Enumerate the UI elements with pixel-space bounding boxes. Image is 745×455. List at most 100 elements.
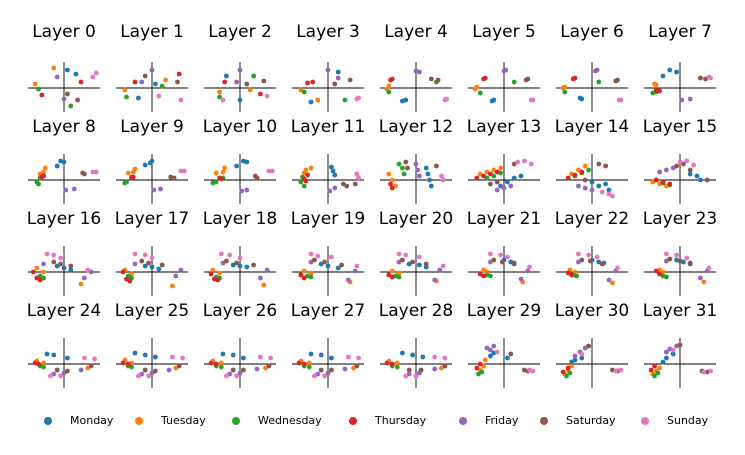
data-point-sunday — [93, 70, 99, 76]
data-point-friday — [679, 97, 685, 103]
panel-title: Layer 14 — [554, 117, 630, 137]
data-point-thursday — [305, 172, 310, 178]
data-point-saturday — [403, 159, 409, 165]
data-point-friday — [525, 268, 531, 274]
data-point-friday — [501, 185, 507, 191]
data-point-monday — [153, 81, 158, 87]
data-point-saturday — [434, 163, 439, 169]
data-point-saturday — [68, 263, 74, 269]
data-point-sunday — [528, 161, 534, 167]
data-point-friday — [327, 188, 333, 194]
data-point-sunday — [266, 168, 272, 174]
panel-title: Layer 21 — [466, 209, 542, 229]
data-point-tuesday — [34, 265, 40, 271]
data-point-sunday — [149, 255, 155, 261]
data-point-thursday — [653, 177, 659, 183]
data-point-monday — [325, 263, 331, 269]
data-point-friday — [237, 370, 243, 376]
data-point-sunday — [432, 354, 438, 360]
panel-title: Layer 5 — [472, 22, 536, 42]
data-point-sunday — [677, 159, 683, 165]
data-point-saturday — [586, 343, 591, 349]
data-point-friday — [518, 276, 524, 282]
legend-item-tuesday: Tuesday — [135, 410, 206, 427]
panel-title: Layer 23 — [642, 209, 718, 229]
data-point-sunday — [146, 373, 152, 379]
data-point-tuesday — [125, 170, 131, 176]
data-point-monday — [329, 355, 334, 361]
data-point-friday — [417, 69, 422, 75]
data-point-saturday — [344, 183, 350, 189]
data-point-thursday — [565, 175, 571, 181]
data-point-friday — [254, 366, 260, 372]
data-point-monday — [220, 351, 226, 357]
data-point-friday — [342, 366, 348, 372]
panel — [556, 338, 628, 388]
data-point-monday — [420, 354, 426, 360]
data-point-friday — [335, 75, 341, 81]
data-point-monday — [698, 177, 703, 183]
data-point-monday — [606, 187, 612, 193]
panel-title: Layer 29 — [466, 301, 542, 321]
data-point-sunday — [58, 373, 63, 379]
data-point-tuesday — [220, 169, 226, 175]
data-point-wednesday — [306, 364, 312, 370]
data-point-saturday — [435, 77, 441, 83]
data-point-sunday — [346, 354, 351, 360]
data-point-monday — [511, 175, 517, 181]
data-point-sunday — [142, 252, 148, 258]
data-point-wednesday — [479, 369, 485, 375]
data-point-wednesday — [567, 370, 573, 376]
data-point-wednesday — [342, 97, 348, 103]
data-point-sunday — [417, 254, 422, 260]
data-point-monday — [73, 71, 79, 77]
data-point-thursday — [560, 369, 566, 375]
data-point-sunday — [181, 168, 187, 174]
data-point-saturday — [254, 175, 260, 181]
panel — [468, 154, 540, 204]
data-point-friday — [572, 353, 578, 359]
data-point-friday — [503, 67, 509, 73]
data-point-monday — [687, 171, 693, 177]
data-point-sunday — [527, 264, 532, 270]
data-point-tuesday — [394, 360, 400, 366]
panel-title: Layer 6 — [560, 22, 624, 42]
legend-item-thursday: Thursday — [349, 410, 426, 427]
panel-title: Layer 19 — [290, 209, 366, 229]
data-point-thursday — [176, 71, 182, 77]
data-point-saturday — [687, 261, 693, 267]
panel-title: Layer 3 — [296, 22, 360, 42]
data-point-saturday — [312, 257, 317, 263]
data-point-saturday — [339, 262, 344, 268]
panel-title: Layer 8 — [32, 117, 96, 137]
data-point-friday — [234, 79, 240, 85]
data-point-wednesday — [36, 86, 41, 92]
panel-title: Layer 20 — [378, 209, 454, 229]
data-point-tuesday — [170, 283, 175, 289]
data-point-friday — [78, 367, 84, 373]
data-point-tuesday — [303, 167, 309, 173]
data-point-sunday — [610, 193, 615, 199]
data-point-friday — [178, 267, 184, 273]
data-point-thursday — [305, 80, 310, 86]
data-point-thursday — [494, 169, 500, 175]
data-point-sunday — [224, 373, 229, 379]
panel — [116, 246, 188, 296]
data-point-monday — [667, 67, 673, 73]
data-point-monday — [318, 352, 324, 358]
data-point-saturday — [234, 260, 240, 266]
data-point-sunday — [312, 373, 317, 379]
data-point-tuesday — [610, 280, 615, 286]
data-point-thursday — [130, 174, 136, 180]
data-point-monday — [244, 264, 250, 270]
data-point-sunday — [237, 255, 243, 261]
data-point-thursday — [37, 277, 43, 283]
data-point-thursday — [572, 75, 578, 81]
panel — [292, 338, 364, 388]
data-point-sunday — [51, 252, 57, 258]
data-point-sunday — [48, 373, 53, 379]
data-point-wednesday — [36, 181, 41, 187]
data-point-saturday — [171, 175, 177, 181]
data-point-monday — [308, 99, 314, 105]
legend-label: Tuesday — [161, 414, 206, 427]
